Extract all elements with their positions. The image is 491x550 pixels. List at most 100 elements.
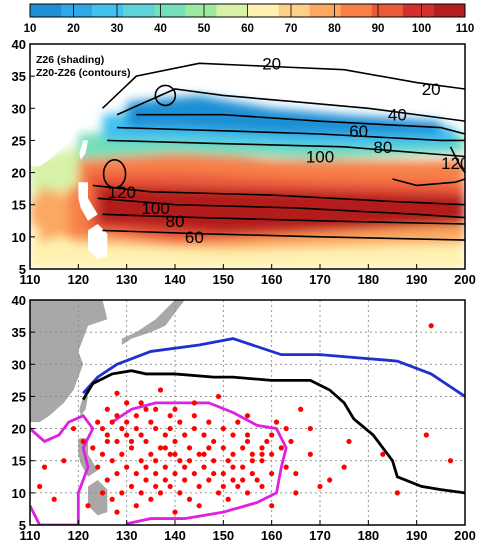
x-tick-label: 150 [212,272,234,287]
colorbar-cell [278,4,311,17]
x-tick-label: 140 [164,272,186,287]
scatter-point [269,451,275,457]
shading-region [30,224,465,269]
scatter-point [153,470,159,477]
colorbar-cell [123,4,155,17]
scatter-point [447,458,454,464]
x-tick-label: 120 [67,272,89,287]
scatter-point [148,451,154,457]
scatter-point [148,419,154,425]
scatter-point [138,400,144,406]
y-tick-label: 15 [12,198,26,213]
contour-line [136,113,465,135]
scatter-point [298,406,304,412]
scatter-point [124,432,130,438]
magenta-contour-line [111,401,288,525]
scatter-point [99,451,106,457]
magenta-contour-line [30,413,95,525]
scatter-point [162,432,168,438]
scatter-point [167,451,173,457]
x-tick-label: 160 [261,272,283,287]
colorbar-cell [185,4,217,17]
scatter-point [37,483,43,490]
contour-line [116,126,465,142]
scatter-point [114,438,120,445]
scatter-point [186,445,193,451]
colorbar-tick-label: 80 [328,23,341,35]
x-tick-label: 150 [212,528,234,543]
contour-line [102,213,465,225]
scatter-point [133,425,139,432]
scatter-point [346,438,352,445]
scatter-point [172,509,178,515]
y-tick-label: 5 [19,262,26,277]
scatter-point [51,496,57,502]
x-tick-label: 190 [406,528,428,543]
scatter-point [201,464,207,470]
x-tick-label: 170 [309,528,331,543]
contour-line [392,178,465,187]
scatter-point [244,432,251,438]
contour-line [102,229,465,241]
colorbar-tick-label: 20 [67,23,80,35]
land-mass [79,396,88,416]
contour-line [101,62,465,109]
land-mass [88,224,108,260]
scatter-point [167,425,173,432]
shading-region [126,95,441,134]
scatter-point [172,451,178,457]
colorbar-tick-label: 40 [154,23,167,35]
scatter-point [133,470,139,477]
scatter-point [215,490,222,496]
shading-region [39,185,69,244]
scatter-point [249,451,255,457]
land-mass [121,44,185,89]
scatter-point [99,490,106,496]
contour-label: 20 [262,54,281,73]
contour-label: 60 [185,228,204,247]
scatter-point [259,451,265,457]
scatter-point [61,458,67,464]
y-tick-label: 35 [12,325,26,340]
scatter-point [90,445,96,451]
top-frame [29,43,466,270]
y-tick-label: 40 [12,37,26,52]
scatter-point [196,503,202,509]
top-title-line-1: Z26 (shading) [36,54,104,66]
y-tick-label: 30 [12,101,26,116]
x-tick-label: 130 [116,272,138,287]
scatter-point [153,483,159,490]
y-tick-label: 25 [12,389,26,404]
contour-line [449,146,465,174]
scatter-point [269,503,275,509]
scatter-point [269,432,275,438]
colorbar-tick-label: 50 [198,23,211,35]
scatter-point [133,413,139,419]
x-tick-label: 110 [20,272,41,287]
scatter-point [109,458,115,464]
scatter-point [157,490,164,496]
scatter-point [119,451,125,457]
contour-line [92,184,465,206]
scatter-point [283,425,289,432]
colorbar-cell [216,4,248,17]
land-mass [30,300,108,423]
scatter-point [259,445,265,451]
scatter-point [244,413,251,419]
scatter-point [235,419,241,425]
bottom-frame [29,299,466,526]
colorbar-tick-label: 70 [285,23,298,35]
colorbar-tick-label: 10 [24,23,37,35]
scatter-point [182,464,188,470]
scatter-point [41,464,48,470]
scatter-point [95,419,101,425]
scatter-point [201,451,207,457]
scatter-point [254,477,260,483]
colorbar-tick-label: 90 [372,23,385,35]
scatter-point [230,451,236,457]
scatter-point [143,477,149,483]
land-mass [88,480,108,516]
scatter-point [157,445,164,451]
